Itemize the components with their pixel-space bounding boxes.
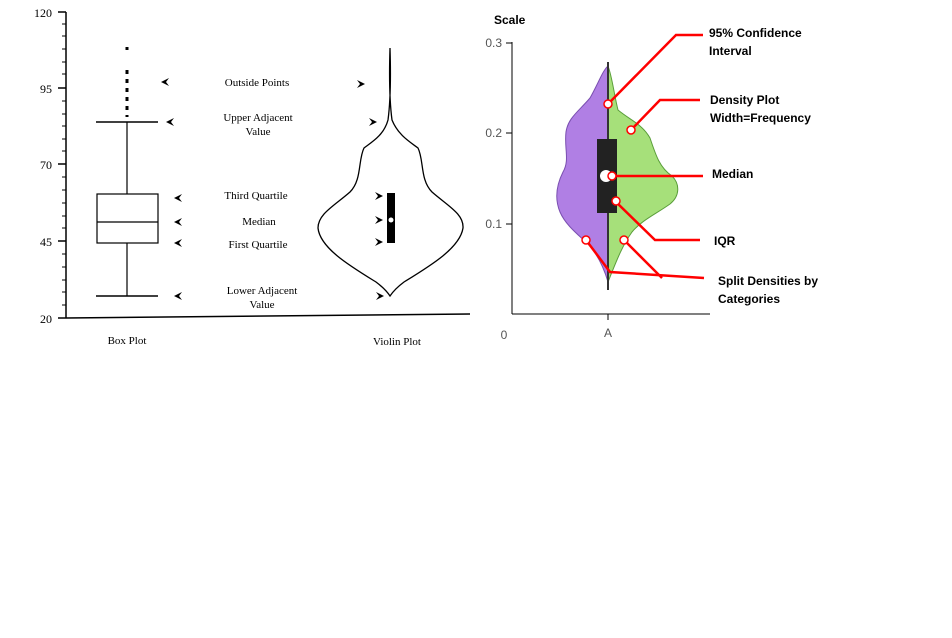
left-y-tick-45: 45 — [40, 235, 52, 249]
arrow-lower-right — [376, 292, 384, 300]
callout-ci-label-1: 95% Confidence — [709, 26, 802, 40]
annotation-arrows — [161, 78, 384, 300]
marker-iqr — [611, 196, 621, 206]
right-y-tick-0.2: 0.2 — [485, 126, 502, 140]
left-y-minor-ticks — [62, 23, 66, 306]
interquartile-box — [96, 193, 159, 244]
label-first-quartile: First Quartile — [229, 239, 288, 251]
label-median: Median — [242, 216, 276, 228]
left-y-tick-95: 95 — [40, 82, 52, 96]
red-callout-markers — [581, 99, 636, 245]
callout-ci-line — [607, 33, 703, 105]
box-plot — [96, 47, 159, 297]
callout-split-label-2: Categories — [718, 292, 780, 306]
callout-density-label-1: Density Plot — [710, 93, 779, 107]
right-x-tick-0: 0 — [501, 328, 508, 342]
callout-iqr-line — [613, 199, 700, 242]
arrow-q3-right — [375, 192, 383, 200]
arrow-median-right — [375, 216, 383, 224]
callout-ci-label-2: Interval — [709, 44, 752, 58]
arrow-q1-left — [174, 239, 182, 247]
arrow-outside-left — [161, 78, 169, 86]
left-y-tick-120: 120 — [34, 6, 52, 20]
arrow-q1-right — [375, 238, 383, 246]
callout-split-line-1 — [585, 239, 705, 280]
callout-density-label-2: Width=Frequency — [710, 111, 811, 125]
callout-iqr-label: IQR — [714, 234, 736, 248]
callout-split-label-1: Split Densities by — [718, 274, 818, 288]
arrow-outside-right — [357, 80, 365, 88]
arrow-lower-left — [174, 292, 182, 300]
marker-split-left — [581, 235, 591, 245]
marker-density — [626, 125, 636, 135]
split-violin-diagram: Scale 0.3 0.2 0.1 0 A — [485, 13, 818, 342]
marker-split-right — [619, 235, 629, 245]
left-y-major-ticks — [58, 11, 66, 319]
left-y-tick-70: 70 — [40, 158, 52, 172]
label-lower-adjacent-1: Lower Adjacent — [227, 285, 298, 297]
right-y-tick-0.3: 0.3 — [485, 36, 502, 50]
marker-median — [607, 171, 617, 181]
label-upper-adjacent-2: Value — [245, 126, 270, 138]
arrow-median-left — [174, 218, 182, 226]
marker-ci — [603, 99, 613, 109]
violin-plot — [317, 47, 464, 298]
right-y-tick-0.1: 0.1 — [485, 217, 502, 231]
x-label-violin-plot: Violin Plot — [373, 336, 421, 348]
right-x-tick-A: A — [604, 326, 612, 340]
label-outside-points: Outside Points — [225, 77, 289, 89]
arrow-q3-left — [174, 194, 182, 202]
violin-median-dot — [388, 217, 394, 223]
left-y-tick-20: 20 — [40, 312, 52, 326]
density-right-half — [607, 65, 679, 283]
label-third-quartile: Third Quartile — [224, 190, 287, 202]
label-lower-adjacent-2: Value — [249, 299, 274, 311]
x-label-box-plot: Box Plot — [108, 335, 147, 347]
callout-split-line-2 — [623, 239, 663, 279]
scale-label: Scale — [494, 13, 526, 27]
arrow-upper-left — [166, 118, 174, 126]
arrow-upper-right — [369, 118, 377, 126]
violin-outline — [317, 47, 464, 298]
left-x-axis — [65, 313, 471, 319]
callout-median-label: Median — [712, 167, 753, 181]
label-upper-adjacent-1: Upper Adjacent — [223, 112, 292, 124]
box-violin-diagram: 120 95 70 45 20 — [34, 6, 471, 348]
red-callout-lines — [585, 33, 705, 280]
callout-density-line — [630, 98, 700, 131]
